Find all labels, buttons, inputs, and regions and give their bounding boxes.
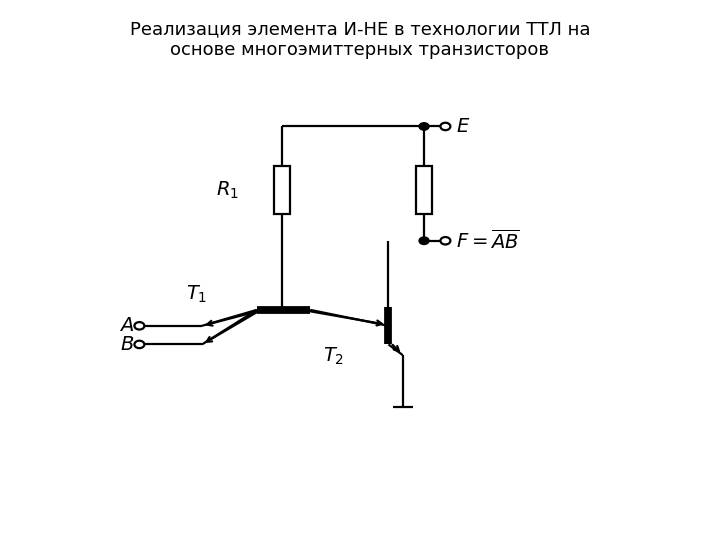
Circle shape (419, 237, 429, 245)
Text: $T_2$: $T_2$ (323, 346, 344, 367)
Text: $A$: $A$ (119, 316, 134, 335)
Bar (416, 166, 432, 214)
Circle shape (135, 322, 145, 329)
Text: $R_1$: $R_1$ (216, 180, 239, 201)
Circle shape (419, 123, 429, 130)
Circle shape (135, 341, 145, 348)
Circle shape (441, 237, 451, 245)
Bar (274, 166, 289, 214)
Text: $E$: $E$ (456, 117, 470, 136)
Text: $T_1$: $T_1$ (186, 284, 207, 305)
Circle shape (441, 123, 451, 130)
Text: Реализация элемента И-НЕ в технологии ТТЛ на
основе многоэмиттерных транзисторов: Реализация элемента И-НЕ в технологии ТТ… (130, 20, 590, 59)
Text: $F = \overline{AB}$: $F = \overline{AB}$ (456, 229, 520, 253)
Text: $B$: $B$ (120, 335, 134, 354)
